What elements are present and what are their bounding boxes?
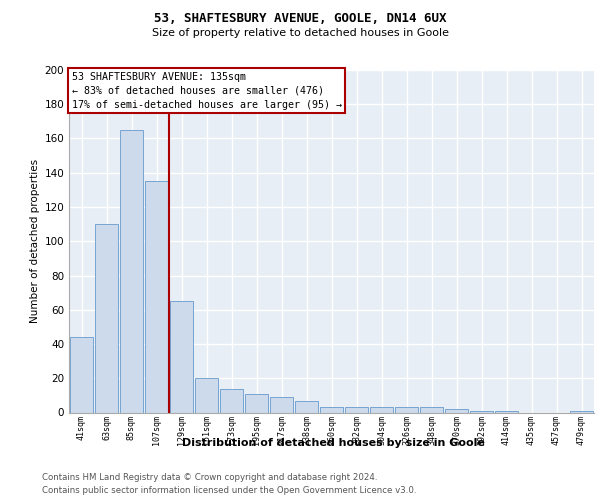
Text: Contains public sector information licensed under the Open Government Licence v3: Contains public sector information licen…	[42, 486, 416, 495]
Bar	[420, 408, 443, 412]
Bar	[95, 224, 118, 412]
Bar	[445, 409, 468, 412]
Bar	[70, 337, 93, 412]
Bar	[245, 394, 268, 412]
Text: Distribution of detached houses by size in Goole: Distribution of detached houses by size …	[182, 438, 484, 448]
Bar	[570, 411, 593, 412]
Bar	[145, 182, 168, 412]
Bar	[220, 388, 243, 412]
Bar	[470, 411, 493, 412]
Text: Size of property relative to detached houses in Goole: Size of property relative to detached ho…	[151, 28, 449, 38]
Bar	[170, 301, 193, 412]
Bar	[270, 397, 293, 412]
Text: 53 SHAFTESBURY AVENUE: 135sqm
← 83% of detached houses are smaller (476)
17% of : 53 SHAFTESBURY AVENUE: 135sqm ← 83% of d…	[71, 72, 341, 110]
Bar	[370, 408, 393, 412]
Bar	[345, 408, 368, 412]
Text: Contains HM Land Registry data © Crown copyright and database right 2024.: Contains HM Land Registry data © Crown c…	[42, 472, 377, 482]
Bar	[195, 378, 218, 412]
Y-axis label: Number of detached properties: Number of detached properties	[30, 159, 40, 324]
Bar	[395, 408, 418, 412]
Bar	[320, 408, 343, 412]
Bar	[295, 400, 318, 412]
Bar	[495, 411, 518, 412]
Text: 53, SHAFTESBURY AVENUE, GOOLE, DN14 6UX: 53, SHAFTESBURY AVENUE, GOOLE, DN14 6UX	[154, 12, 446, 26]
Bar	[120, 130, 143, 412]
